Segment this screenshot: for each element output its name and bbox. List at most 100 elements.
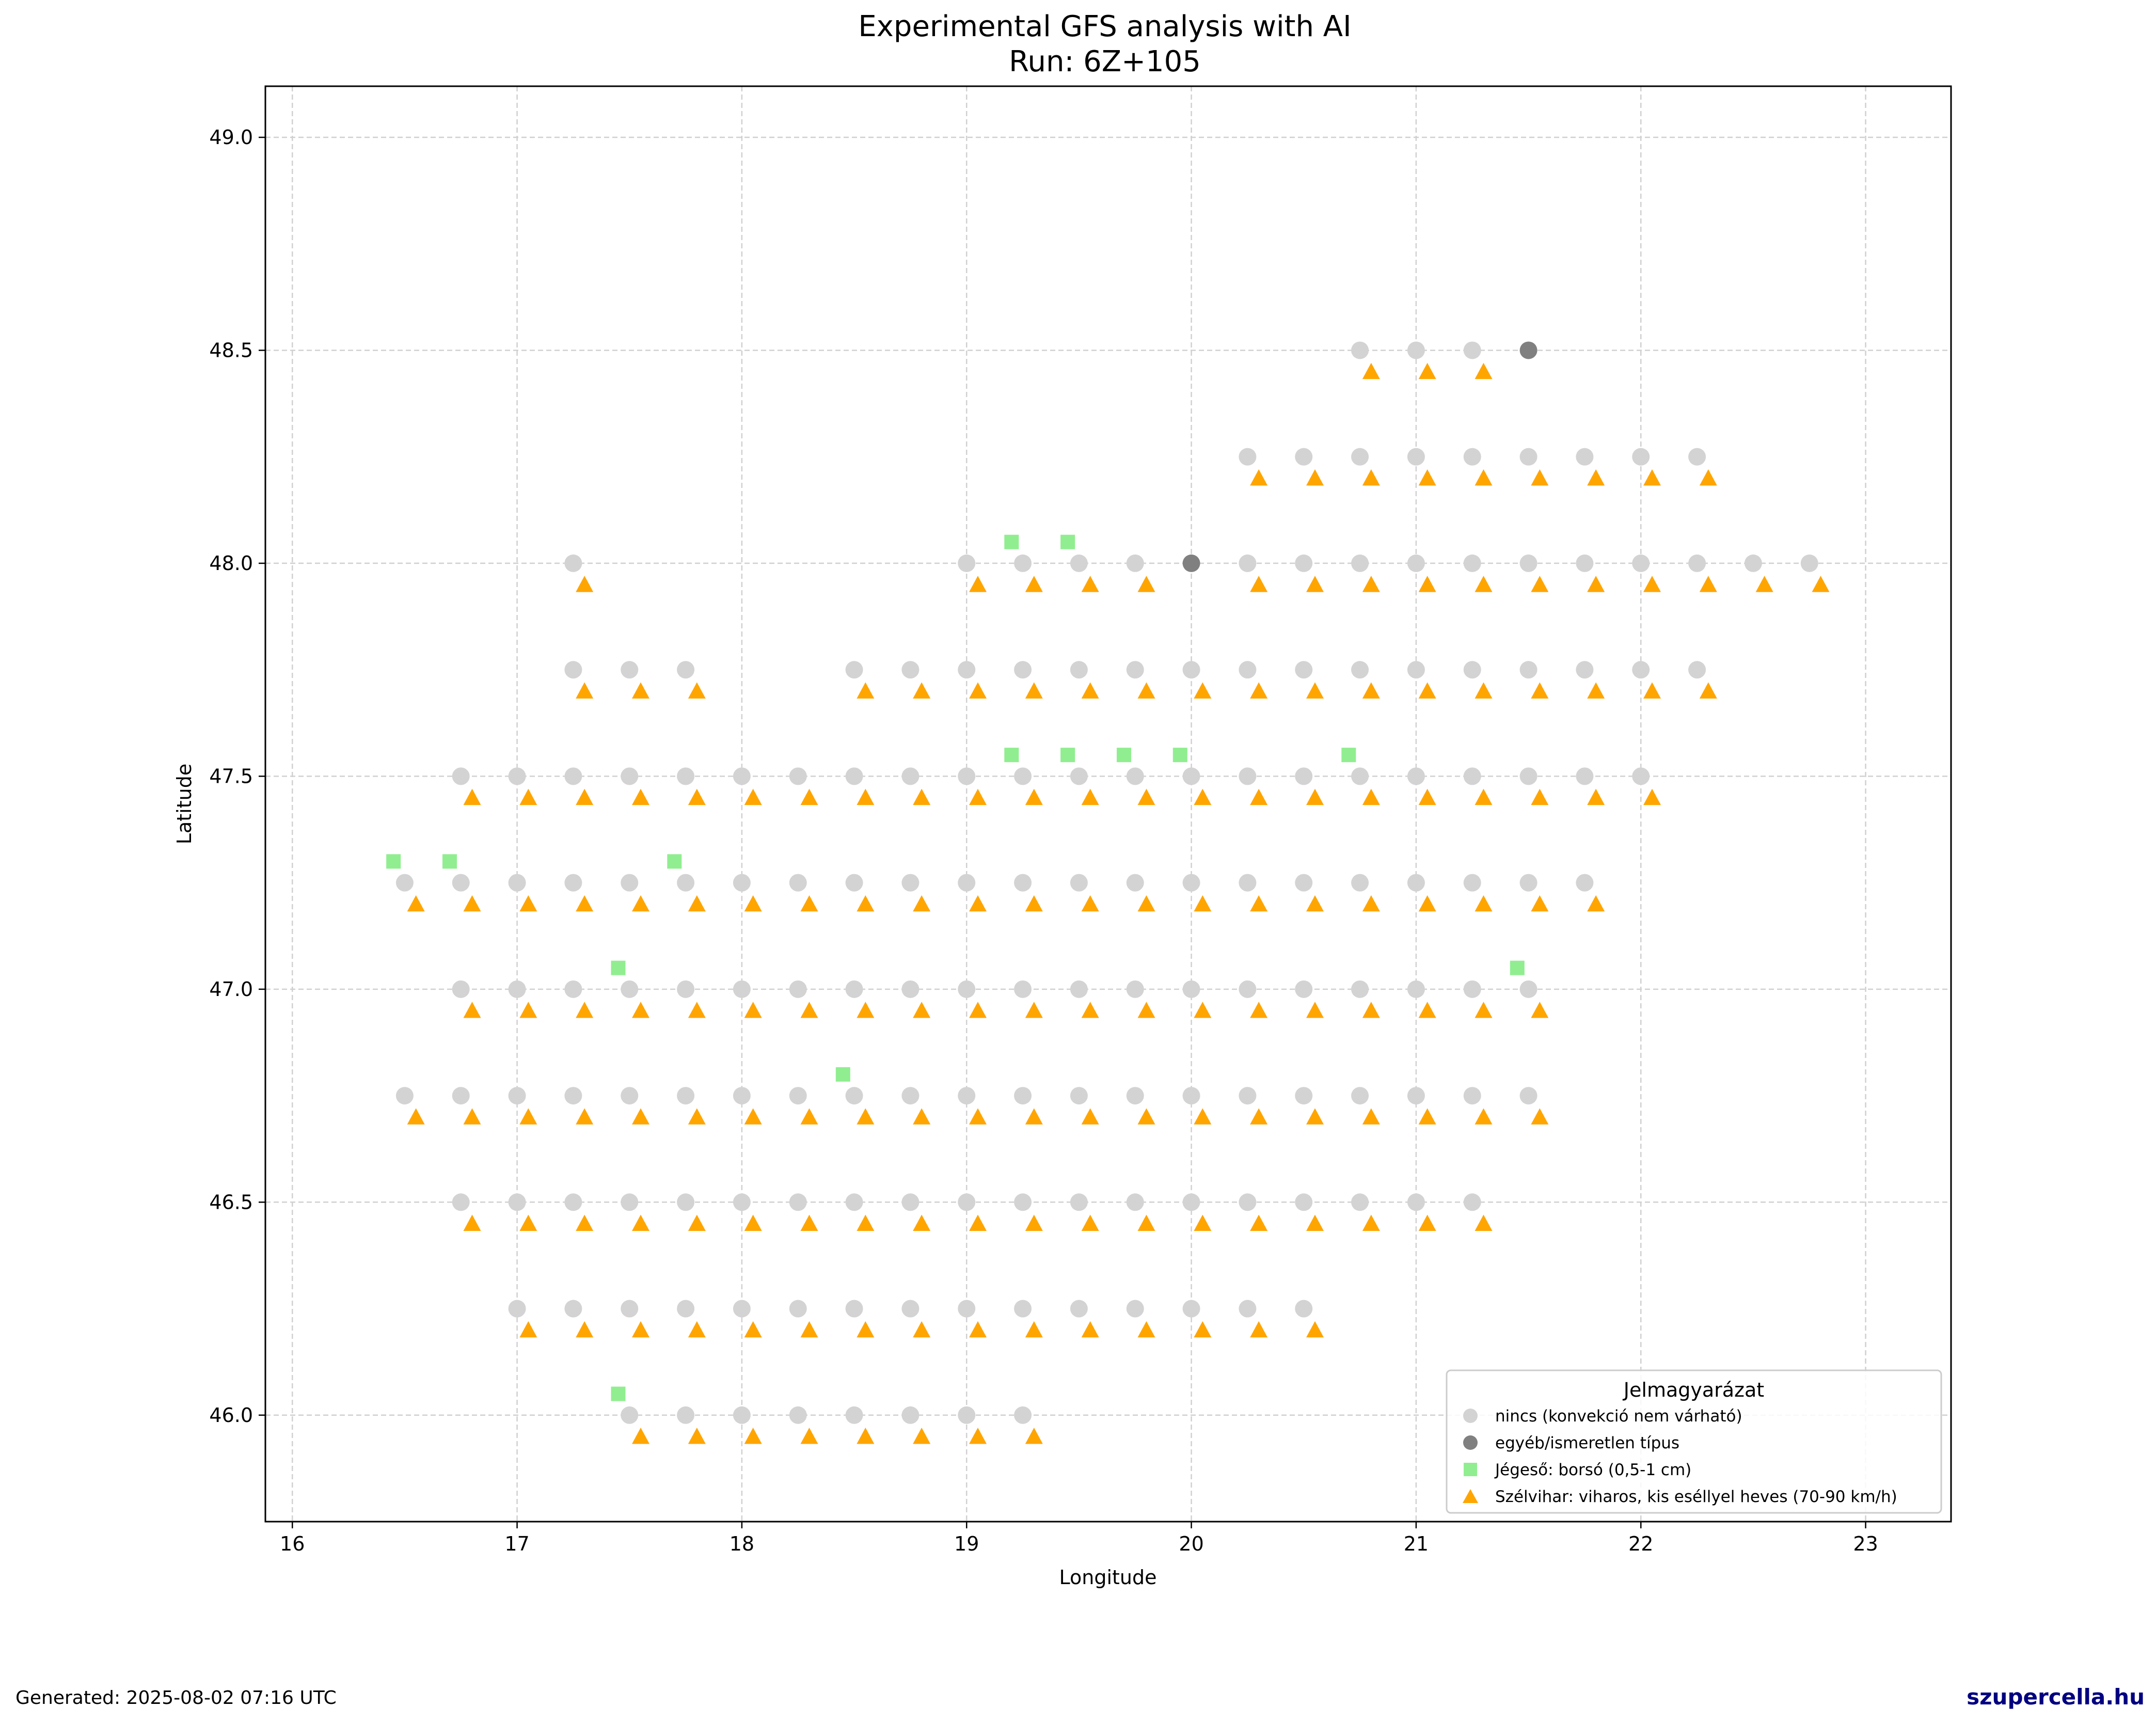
- data-point-triangle: [1306, 895, 1324, 912]
- data-point-circle: [1688, 661, 1706, 679]
- plot-area-frame: [264, 85, 1952, 1523]
- data-point-circle: [564, 1300, 582, 1318]
- data-point-triangle: [857, 1108, 875, 1125]
- data-point-triangle: [913, 788, 931, 805]
- data-point-circle: [395, 874, 414, 892]
- data-point-circle: [621, 767, 639, 785]
- data-point-circle: [1463, 661, 1481, 679]
- data-point-triangle: [463, 1002, 481, 1018]
- data-point-triangle: [1699, 469, 1717, 486]
- data-point-triangle: [1418, 469, 1436, 486]
- data-point-circle: [733, 1300, 751, 1318]
- data-point-circle: [1182, 767, 1200, 785]
- data-point-triangle: [1081, 788, 1099, 805]
- data-point-triangle: [1250, 1321, 1268, 1338]
- data-point-circle: [677, 980, 695, 998]
- data-point-triangle: [1362, 362, 1380, 380]
- data-point-triangle: [632, 1214, 650, 1231]
- data-point-circle: [1126, 874, 1144, 892]
- data-point-circle: [1351, 874, 1369, 892]
- legend-label-hail: Jégeső: borsó (0,5-1 cm): [1494, 1461, 1691, 1479]
- data-point-circle: [1295, 1193, 1313, 1211]
- data-point-triangle: [913, 682, 931, 699]
- data-point-circle: [1239, 554, 1257, 572]
- data-point-triangle: [1475, 469, 1493, 486]
- data-point-triangle: [857, 1002, 875, 1018]
- data-point-triangle: [1475, 682, 1493, 699]
- data-point-circle: [1576, 661, 1594, 679]
- data-point-circle: [845, 1406, 863, 1424]
- data-point-triangle: [969, 682, 987, 699]
- data-point-triangle: [1643, 788, 1661, 805]
- y-axis-label: Latitude: [173, 764, 196, 844]
- data-point-circle: [452, 874, 470, 892]
- data-point-triangle: [519, 1214, 537, 1231]
- data-point-square: [1004, 748, 1019, 763]
- data-point-square: [835, 1067, 850, 1082]
- data-point-triangle: [800, 895, 818, 912]
- data-point-triangle: [576, 895, 594, 912]
- data-point-triangle: [1137, 788, 1155, 805]
- data-point-triangle: [1081, 895, 1099, 912]
- data-point-circle: [1519, 341, 1537, 359]
- data-point-triangle: [576, 682, 594, 699]
- data-point-circle: [508, 1087, 526, 1105]
- data-point-circle: [1014, 1406, 1032, 1424]
- data-point-triangle: [744, 895, 762, 912]
- data-point-circle: [1463, 341, 1481, 359]
- data-point-triangle: [1643, 682, 1661, 699]
- data-point-triangle: [1643, 576, 1661, 592]
- data-point-triangle: [1418, 576, 1436, 592]
- data-point-triangle: [969, 1428, 987, 1444]
- data-point-triangle: [1306, 788, 1324, 805]
- data-point-triangle: [1081, 682, 1099, 699]
- legend-label-wind: Szélvihar: viharos, kis eséllyel heves (…: [1495, 1488, 1897, 1506]
- data-point-triangle: [969, 895, 987, 912]
- data-point-triangle: [857, 1321, 875, 1338]
- data-point-triangle: [1531, 788, 1549, 805]
- data-point-triangle: [632, 682, 650, 699]
- data-point-circle: [564, 767, 582, 785]
- data-point-circle: [733, 1193, 751, 1211]
- data-point-square: [1060, 748, 1075, 763]
- data-point-circle: [733, 1406, 751, 1424]
- data-point-triangle: [1475, 1108, 1493, 1125]
- data-point-circle: [1239, 874, 1257, 892]
- y-tick-label: 47.0: [209, 978, 253, 1001]
- data-point-triangle: [1475, 895, 1493, 912]
- data-point-circle: [1126, 1193, 1144, 1211]
- chart-title: Experimental GFS analysis with AI: [858, 10, 1351, 43]
- data-point-triangle: [744, 1108, 762, 1125]
- data-point-circle: [1463, 554, 1481, 572]
- data-point-circle: [1070, 554, 1088, 572]
- data-point-circle: [958, 554, 976, 572]
- x-tick-label: 23: [1853, 1532, 1878, 1555]
- data-point-circle: [508, 980, 526, 998]
- data-point-circle: [958, 874, 976, 892]
- data-point-triangle: [969, 1321, 987, 1338]
- data-point-circle: [1576, 874, 1594, 892]
- data-point-circle: [1407, 1193, 1425, 1211]
- data-point-triangle: [1362, 788, 1380, 805]
- data-point-circle: [1239, 1087, 1257, 1105]
- data-point-triangle: [1362, 469, 1380, 486]
- data-point-circle: [1182, 1300, 1200, 1318]
- data-point-triangle: [1025, 1002, 1043, 1018]
- data-point-circle: [1070, 1300, 1088, 1318]
- data-point-triangle: [688, 1214, 706, 1231]
- y-tick-label: 48.0: [209, 552, 253, 575]
- data-point-triangle: [1699, 576, 1717, 592]
- data-point-circle: [1351, 341, 1369, 359]
- data-point-circle: [1351, 980, 1369, 998]
- data-point-circle: [1014, 1193, 1032, 1211]
- data-point-triangle: [1475, 1214, 1493, 1231]
- data-point-circle: [1463, 1193, 1481, 1211]
- data-point-circle: [452, 1193, 470, 1211]
- data-point-triangle: [632, 1002, 650, 1018]
- x-axis-label: Longitude: [1059, 1566, 1157, 1589]
- data-point-circle: [1407, 448, 1425, 466]
- data-point-triangle: [576, 576, 594, 592]
- data-point-triangle: [632, 1321, 650, 1338]
- data-point-square: [386, 854, 401, 869]
- data-point-triangle: [1194, 895, 1212, 912]
